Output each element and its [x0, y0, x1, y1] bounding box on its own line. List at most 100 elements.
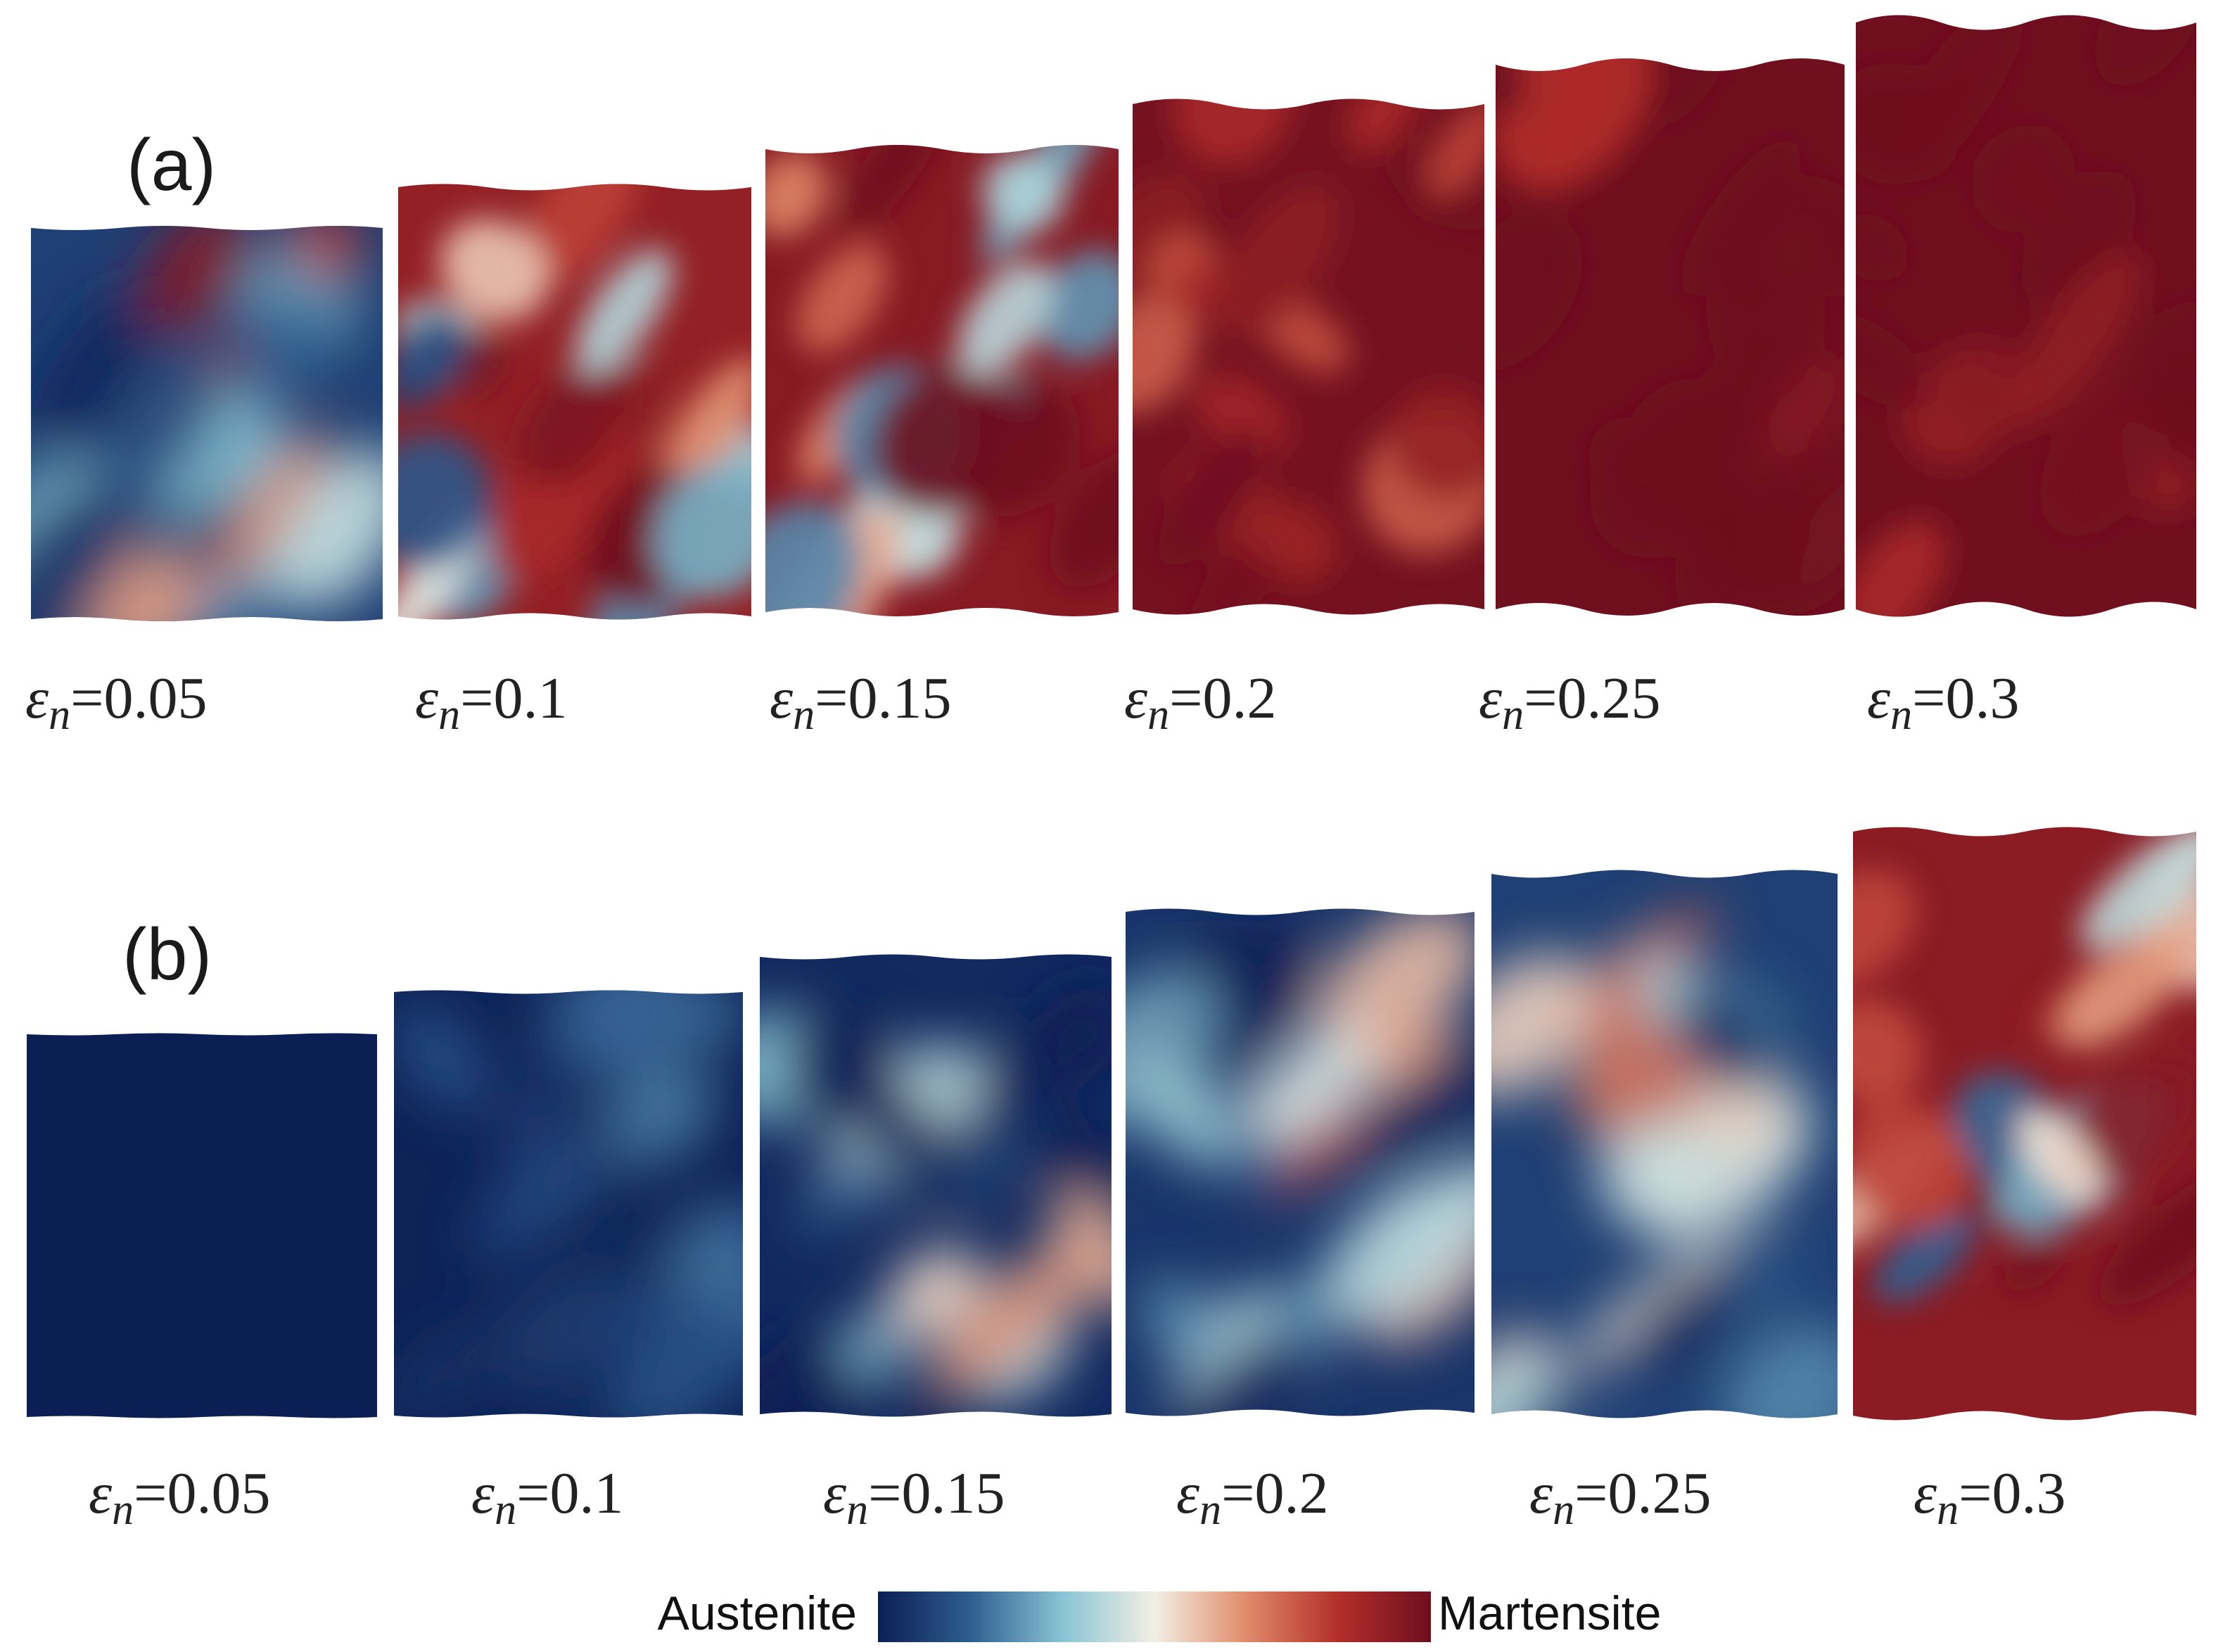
- phase-field-domain: [247, 292, 338, 382]
- strain-label-a-0: εn=0.05: [25, 666, 207, 739]
- phase-field-domain: [673, 1201, 743, 1301]
- phase-field-domain: [799, 1155, 885, 1231]
- phase-field-domain: [2039, 380, 2173, 538]
- strain-label-a-1: εn=0.1: [415, 666, 567, 739]
- snapshot-a-strain-0-3: [1856, 15, 2196, 617]
- snapshot-a-strain-0-2: [1133, 99, 1484, 615]
- phase-field-domain: [1132, 1057, 1229, 1165]
- strain-label-a-4: εn=0.25: [1479, 666, 1660, 739]
- strain-label-a-5: εn=0.3: [1867, 666, 2019, 739]
- phase-field-domain: [1263, 1104, 1369, 1197]
- strain-label-b-4: εn=0.25: [1529, 1461, 1711, 1534]
- panel-b-snapshots: [27, 827, 2196, 1421]
- phase-field-domain: [872, 363, 1016, 515]
- phase-field-domain: [1314, 908, 1475, 1061]
- phase-field-domain: [1853, 999, 1923, 1105]
- phase-field-domain: [141, 226, 253, 333]
- phase-field-domain: [1671, 986, 1771, 1095]
- phase-field-domain: [957, 260, 1054, 377]
- phase-field-domain: [1856, 310, 1930, 409]
- phase-field-domain: [796, 243, 888, 353]
- strain-label-b-0: εn=0.05: [89, 1461, 270, 1534]
- phase-field-domain: [2058, 930, 2191, 1048]
- phase-field-domain: [31, 485, 131, 621]
- phase-field-domain: [1853, 1100, 1972, 1231]
- phase-field-domain: [1508, 1344, 1640, 1418]
- phase-field-domain: [394, 1005, 489, 1110]
- phase-field-domain: [2126, 301, 2196, 438]
- phase-field-domain: [975, 1316, 1074, 1405]
- phase-field-domain: [613, 1319, 739, 1418]
- snapshot-a-strain-0-05: [31, 226, 383, 621]
- snapshot-a-strain-0-1: [398, 184, 751, 620]
- snapshot-b-strain-0-2: [1126, 908, 1475, 1416]
- phase-field-domain: [1873, 1212, 1975, 1303]
- strain-label-b-5: εn=0.3: [1913, 1461, 2065, 1534]
- phase-field-domain: [854, 1076, 954, 1188]
- phase-field-domain: [1358, 1041, 1475, 1164]
- snapshot-b-strain-0-3: [1853, 827, 2196, 1421]
- phase-field-domain: [1214, 182, 1342, 341]
- phase-field-domain: [1326, 1174, 1475, 1326]
- phase-field-domain: [1172, 1337, 1310, 1416]
- phase-field-domain: [1496, 58, 1651, 191]
- phase-field-domain: [575, 248, 673, 374]
- phase-field-domain: [1764, 357, 1845, 462]
- phase-field-domain: [1496, 59, 1528, 118]
- phase-field-domain: [1491, 954, 1597, 1098]
- phase-field-domain: [1491, 1350, 1554, 1418]
- phase-field-domain: [1496, 211, 1583, 371]
- phase-field-domain: [2017, 1110, 2103, 1205]
- phase-field-domain: [765, 501, 862, 616]
- phase-field-domain: [570, 1191, 658, 1280]
- phase-field-domain: [656, 358, 751, 499]
- phase-field-domain: [843, 145, 946, 231]
- phase-field-domain: [32, 289, 155, 447]
- phase-field-domain: [2003, 1236, 2063, 1292]
- snapshot-b-strain-0-05: [27, 1033, 377, 1418]
- phase-field-domain: [2021, 170, 2137, 308]
- phase-field-domain: [1892, 15, 2023, 172]
- strain-label-b-3: εn=0.2: [1176, 1461, 1328, 1534]
- panel-b-label: (b): [122, 914, 212, 996]
- phase-field-domain: [398, 312, 466, 409]
- phase-field-domain: [1614, 1266, 1739, 1377]
- phase-field-domain: [1251, 502, 1338, 582]
- phase-field-domain: [1388, 387, 1484, 500]
- strain-label-b-2: εn=0.15: [823, 1461, 1005, 1534]
- phase-field-domain: [286, 226, 365, 279]
- phase-field-domain: [1853, 870, 1916, 985]
- panel-a-snapshots: [31, 15, 2196, 621]
- phase-field-domain: [440, 219, 549, 322]
- strain-label-a-3: εn=0.2: [1124, 666, 1276, 739]
- phase-field-domain: [1800, 201, 1845, 298]
- panel-a-label: (a): [127, 125, 216, 206]
- phase-field-domain: [1158, 428, 1265, 568]
- phase-field-domain: [669, 990, 743, 1054]
- strain-label-b-1: εn=0.1: [471, 1461, 623, 1534]
- phase-field-domain: [473, 1152, 591, 1256]
- phase-field-domain: [1142, 1280, 1218, 1361]
- phase-field-domain: [1681, 139, 1800, 296]
- phase-field-domain: [2079, 827, 2196, 951]
- phase-field-domain: [604, 1058, 715, 1165]
- phase-field-domain: [521, 184, 639, 285]
- phase-field-domain: [1050, 449, 1119, 588]
- phase-field-domain: [394, 1328, 490, 1418]
- phase-field-domain: [1133, 297, 1196, 414]
- phase-field-domain: [562, 990, 694, 1073]
- phase-field-domain: [1249, 1027, 1376, 1143]
- phase-field-domain: [1971, 125, 2075, 233]
- phase-field-domain: [508, 1240, 678, 1391]
- phase-field-domain: [1028, 1104, 1112, 1216]
- snapshot-b-strain-0-25: [1491, 870, 1838, 1418]
- phase-field-domain: [1048, 1194, 1112, 1311]
- phase-field-domain: [981, 152, 1064, 234]
- phase-field-domain: [1036, 250, 1119, 361]
- strain-label-a-2: εn=0.15: [770, 666, 951, 739]
- phase-field-domain: [1856, 213, 1909, 282]
- phase-field-domain: [518, 364, 625, 488]
- colorbar-right-label: Martensite: [1438, 1587, 1661, 1640]
- colorbar: [878, 1591, 1431, 1642]
